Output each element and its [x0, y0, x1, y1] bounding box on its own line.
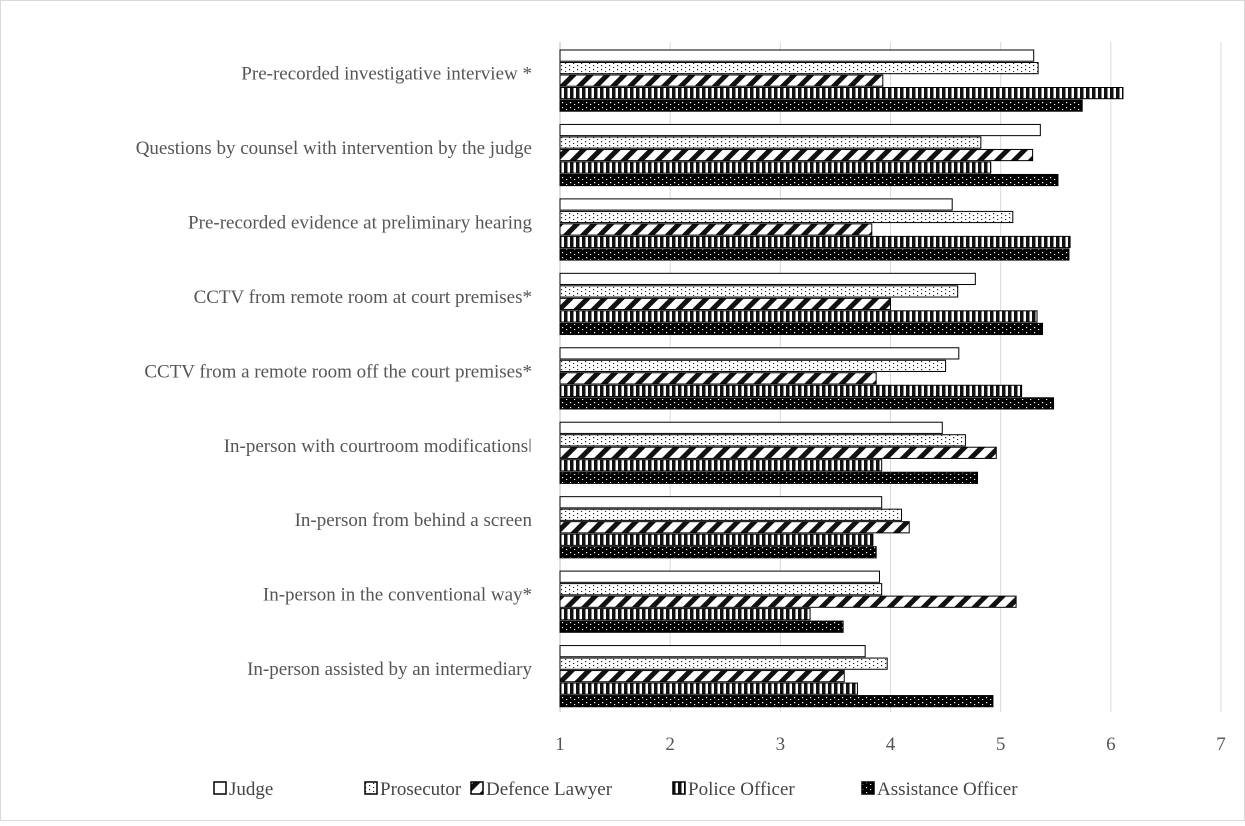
tick-label: 2: [665, 734, 675, 755]
legend-swatch: [861, 781, 875, 795]
bar: [559, 682, 858, 695]
bar: [559, 359, 947, 372]
legend-label: Defence Lawyer: [486, 779, 613, 800]
tick-label: 7: [1216, 734, 1226, 755]
category-label: In-person assisted by an intermediary: [247, 659, 532, 680]
legend-swatch: [470, 781, 484, 795]
bar: [559, 533, 874, 546]
category-label: CCTV from remote room at court premises*: [194, 287, 532, 308]
tick-label: 1: [555, 734, 565, 755]
legend-label: Prosecutor: [380, 779, 462, 800]
bar: [559, 161, 992, 174]
tick-label: 5: [996, 734, 1006, 755]
legend-swatch: [364, 781, 378, 795]
category-label: In-person with courtroom modificationsǀ: [224, 436, 532, 457]
bar: [559, 285, 959, 298]
x-axis-ticks: 1 2 3 4 5 6 7: [555, 734, 1226, 755]
bar: [559, 620, 844, 633]
bar: [559, 223, 873, 236]
bar: [559, 508, 903, 521]
bar: [559, 608, 811, 621]
bar: [559, 198, 953, 211]
bar: [559, 421, 943, 434]
bar: [559, 87, 1124, 100]
category-labels: Pre-recorded investigative interview * Qu…: [136, 64, 533, 681]
legend-swatch: [672, 781, 686, 795]
bar: [559, 62, 1039, 75]
bar: [559, 310, 1038, 323]
bar: [559, 210, 1014, 224]
bars: [559, 49, 1124, 708]
bar: [559, 657, 888, 670]
category-label: Pre-recorded investigative interview *: [241, 64, 532, 85]
bar: [559, 670, 845, 683]
tick-label: 3: [776, 734, 786, 755]
bar: [559, 446, 997, 459]
category-label: Pre-recorded evidence at preliminary hea…: [188, 212, 532, 233]
bar: [559, 645, 866, 658]
bar: [559, 272, 976, 286]
bar: [559, 397, 1055, 410]
category-label: CCTV from a remote room off the court pr…: [144, 361, 532, 382]
legend-label: Judge: [229, 779, 273, 800]
legend-swatch: [213, 781, 227, 795]
bar: [559, 248, 1070, 261]
bar: [559, 595, 1017, 608]
tick-label: 6: [1106, 734, 1116, 755]
category-label: In-person from behind a screen: [295, 510, 533, 531]
tick-label: 4: [886, 734, 896, 755]
category-label: Questions by counsel with intervention b…: [136, 138, 532, 159]
bar: [559, 583, 883, 596]
bar: [559, 570, 880, 583]
bar: [559, 235, 1071, 249]
legend-label: Police Officer: [688, 779, 795, 800]
bar: [559, 322, 1044, 336]
bar: [559, 521, 910, 534]
category-label: In-person in the conventional way*: [263, 585, 532, 606]
bar: [559, 148, 1034, 162]
bar: [559, 49, 1035, 62]
bar: [559, 471, 979, 484]
bar: [559, 347, 960, 360]
bar: [559, 695, 994, 708]
bar: [559, 384, 1023, 397]
bar: [559, 99, 1083, 112]
legend-label: Assistance Officer: [877, 779, 1018, 800]
legend: Judge Prosecutor Defence Lawyer Police Offi…: [213, 779, 1018, 800]
bar: [559, 74, 884, 87]
bar: [559, 173, 1059, 187]
bar: [559, 123, 1041, 137]
bar: [559, 546, 877, 559]
bar: [559, 434, 966, 447]
bar: [559, 136, 982, 149]
bar: [559, 372, 877, 385]
bar: [559, 459, 883, 472]
bar: [559, 297, 891, 311]
bar: [559, 496, 883, 509]
